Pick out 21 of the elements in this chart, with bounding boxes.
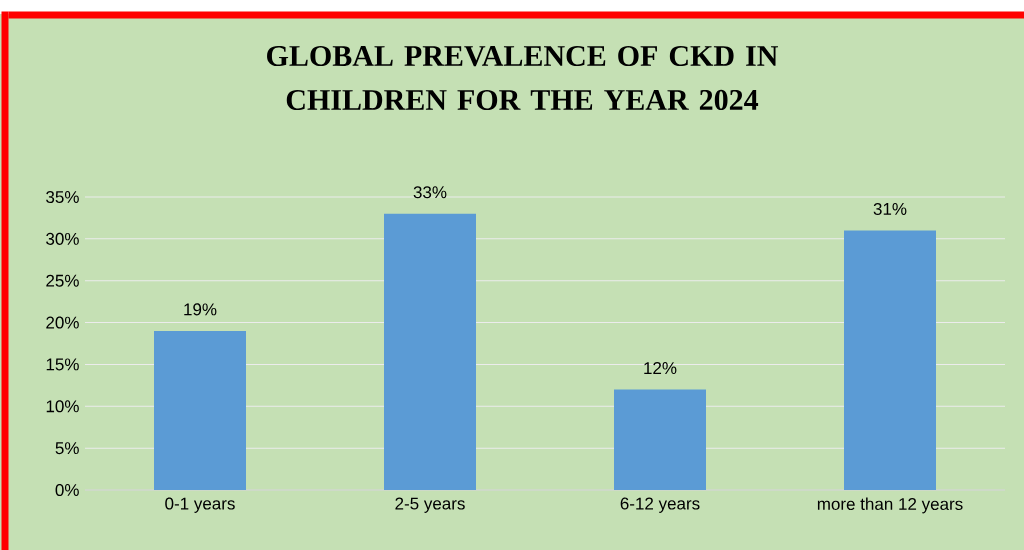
data-label: 33% xyxy=(413,186,447,199)
x-tick-label: 6-12 years xyxy=(620,497,700,513)
bar xyxy=(844,230,937,490)
x-tick-label: more than 12 years xyxy=(817,497,963,514)
y-tick-label: 25% xyxy=(46,274,79,287)
data-label: 12% xyxy=(644,362,677,374)
x-tick-label: 2-5 years xyxy=(395,497,465,513)
y-tick-label: 20% xyxy=(46,316,79,329)
chart-title: GLOBAL PREVALENCE OF CKD IN CHILDREN FOR THE YEAR 2024 xyxy=(267,45,779,111)
bar xyxy=(384,213,477,490)
bar xyxy=(614,389,707,490)
bar xyxy=(154,330,247,490)
y-tick-label: 15% xyxy=(46,358,79,371)
y-tick-label: 30% xyxy=(46,232,79,245)
data-label: 31% xyxy=(873,202,907,215)
y-tick-label: 35% xyxy=(46,190,79,204)
x-tick-label: 0-1 years xyxy=(165,497,235,513)
y-tick-label: 10% xyxy=(46,400,79,413)
y-tick-label: 0% xyxy=(55,483,79,497)
y-tick-label: 5% xyxy=(55,442,79,455)
data-label: 19% xyxy=(184,303,217,316)
